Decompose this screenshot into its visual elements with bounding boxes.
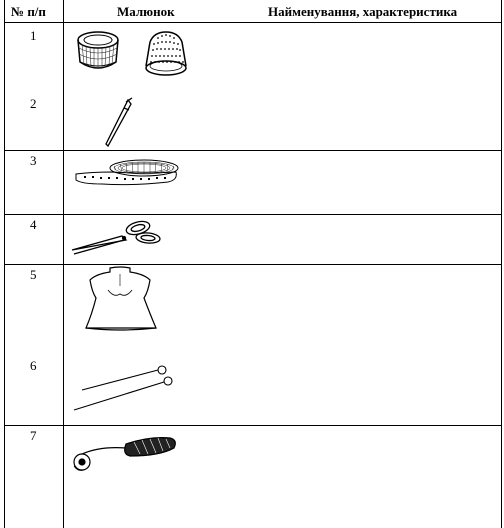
row-divider xyxy=(4,264,502,265)
thimble-icon xyxy=(74,28,194,80)
row-number-2: 2 xyxy=(30,96,37,111)
header-picture: Малюнок xyxy=(117,4,175,19)
header-divider xyxy=(4,22,502,23)
pin-icon xyxy=(100,96,140,150)
row-number-6: 6 xyxy=(30,358,37,373)
row-number-4: 4 xyxy=(30,217,37,232)
header-name: Найменування, характеристика xyxy=(268,4,458,19)
measuring-tape-icon xyxy=(72,154,182,190)
tracing-wheel-icon xyxy=(70,432,180,476)
row-number-5: 5 xyxy=(30,267,37,282)
dress-form-icon xyxy=(80,266,160,332)
header-number: № п/п xyxy=(11,4,46,19)
row-divider xyxy=(4,150,502,151)
scissors-icon xyxy=(68,218,164,258)
row-number-1: 1 xyxy=(30,28,37,43)
row-divider xyxy=(4,425,502,426)
row-number-7: 7 xyxy=(30,428,37,443)
pins-icon xyxy=(70,364,180,416)
row-divider xyxy=(4,214,502,215)
row-number-3: 3 xyxy=(30,153,37,168)
